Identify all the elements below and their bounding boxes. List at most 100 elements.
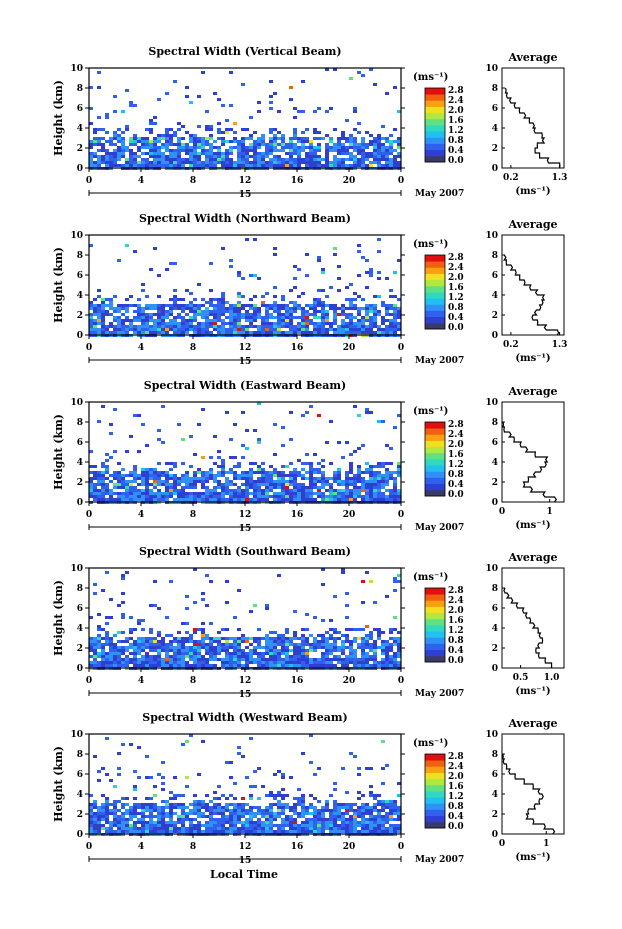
avg-y-tick-label: 4 [492,124,498,134]
colorbar-tick-label: 0.4 [448,313,464,323]
y-tick-label: 8 [77,251,83,261]
x-tick-label: 4 [138,343,144,353]
avg-y-tick-label: 8 [492,418,498,428]
avg-y-tick-label: 10 [485,564,498,574]
colorbar-swatch [425,809,445,817]
avg-x-tick-label: 1.3 [552,173,568,183]
colorbar-swatch [425,477,445,485]
average-frame [501,401,565,503]
colorbar-swatch [425,631,445,638]
y-tick-label: 2 [77,311,83,321]
average-profile-line [503,254,560,336]
avg-x-tick-label: 1.0 [544,673,560,683]
panel-title: Spectral Width (Vertical Beam) [148,45,341,58]
heatmap-cells [89,402,401,504]
panel-3: Spectral Width (Eastward Beam)0246810Hei… [52,379,565,534]
colorbar-swatch [425,440,445,448]
avg-y-tick-label: 0 [492,664,498,674]
colorbar-swatch [425,815,445,823]
x-tick-label: 16 [291,176,304,186]
average-x-label: (ms⁻¹) [515,852,550,863]
date-label: May 2007 [415,356,464,366]
avg-x-tick-label: 0 [499,839,505,849]
y-axis-label: Height (km) [52,580,65,656]
heatmap-cells [89,238,401,337]
colorbar-swatch [425,618,445,626]
colorbar-tick-label: 1.2 [448,792,464,802]
colorbar-swatch [425,261,445,268]
avg-y-tick-label: 4 [492,790,498,800]
y-tick-label: 8 [77,84,83,94]
colorbar-tick-label: 0.4 [448,146,464,156]
y-tick-label: 4 [77,291,83,301]
colorbar-tick-label: 1.6 [448,116,464,126]
colorbar-tick-label: 0.8 [448,136,464,146]
colorbar-swatch [425,131,445,138]
colorbar-swatch [425,446,445,454]
colorbar-frame [424,587,446,663]
x-tick-label: 16 [291,676,304,686]
x-tick-label: 12 [239,510,252,520]
colorbar-tick-label: 0.8 [448,470,464,480]
x-tick-label: 4 [138,510,144,520]
colorbar-swatch [425,143,445,151]
avg-y-tick-label: 2 [492,144,498,154]
colorbar-swatch [425,803,445,810]
colorbar-tick-label: 0.0 [448,490,464,500]
colorbar-swatch [425,434,445,441]
day-label: 15 [239,690,252,700]
x-tick-label: 0 [86,676,92,686]
colorbar-tick-label: 0.4 [448,812,464,822]
colorbar-swatch [425,459,445,466]
y-tick-label: 10 [70,730,83,740]
colorbar-swatch [425,606,445,614]
y-tick-label: 0 [77,498,83,508]
avg-y-tick-label: 0 [492,164,498,174]
avg-y-tick-label: 10 [485,730,498,740]
colorbar-swatch [425,125,445,132]
x-tick-label: 0 [398,343,404,353]
panel-title: Spectral Width (Eastward Beam) [144,379,346,392]
x-tick-label: 0 [86,176,92,186]
avg-y-tick-label: 10 [485,231,498,241]
colorbar-tick-label: 0.8 [448,636,464,646]
colorbar-tick-label: 2.4 [448,596,464,606]
colorbar-swatch [425,489,445,497]
average-x-label: (ms⁻¹) [515,520,550,531]
colorbar-tick-label: 2.4 [448,96,464,106]
avg-y-tick-label: 8 [492,750,498,760]
colorbar-swatch [425,149,445,157]
y-tick-label: 0 [77,830,83,840]
colorbar-tick-label: 1.6 [448,450,464,460]
avg-y-tick-label: 8 [492,84,498,94]
colorbar-unit: (ms⁻¹) [413,406,448,417]
avg-y-tick-label: 6 [492,271,498,281]
colorbar-swatch [425,772,445,780]
colorbar-swatch [425,137,445,144]
avg-x-tick-label: 1.3 [552,340,568,350]
avg-y-tick-label: 0 [492,830,498,840]
x-axis-label: Local Time [210,868,278,881]
colorbar-swatch [425,428,445,435]
x-tick-label: 20 [343,510,356,520]
y-tick-label: 10 [70,564,83,574]
colorbar-swatch [425,292,445,299]
avg-y-tick-label: 6 [492,770,498,780]
average-frame [501,234,565,336]
colorbar-swatch [425,465,445,472]
avg-y-tick-label: 10 [485,64,498,74]
heatmap-cells [89,68,401,170]
colorbar-swatch [425,422,445,429]
x-tick-label: 20 [343,176,356,186]
colorbar-swatch [425,754,445,761]
colorbar-swatch [425,483,445,491]
y-tick-label: 2 [77,478,83,488]
colorbar-swatch [425,588,445,595]
colorbar-unit: (ms⁻¹) [413,572,448,583]
y-tick-label: 0 [77,331,83,341]
average-profile-line [503,587,553,669]
panel-title: Spectral Width (Northward Beam) [139,212,351,225]
colorbar-tick-label: 1.2 [448,460,464,470]
colorbar-tick-label: 0.4 [448,480,464,490]
